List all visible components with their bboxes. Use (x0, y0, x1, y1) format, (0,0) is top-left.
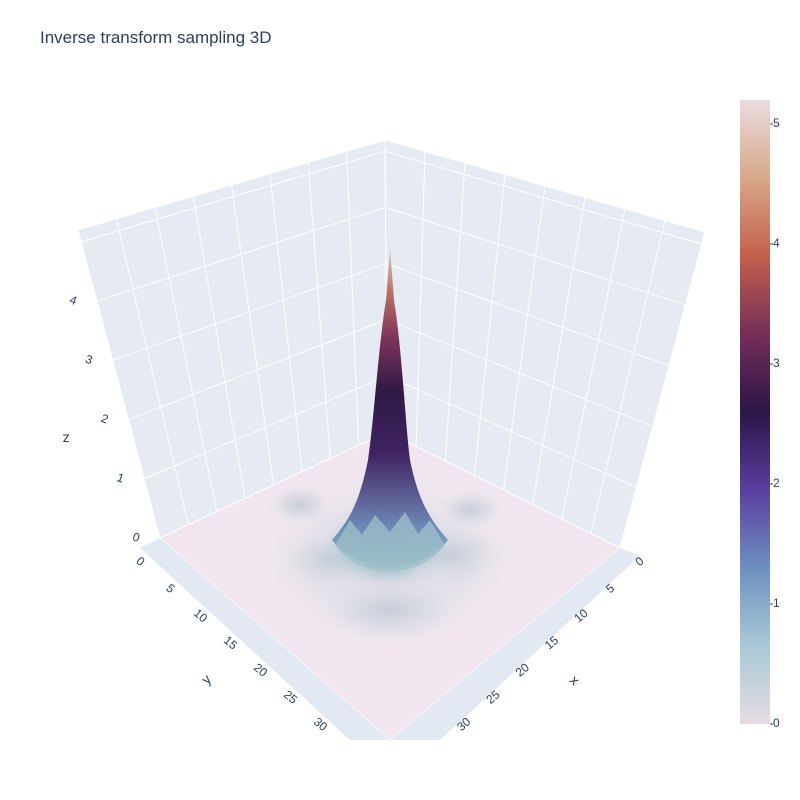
wall-gridlines (81, 150, 702, 534)
colorbar-tick-label: 3 (773, 356, 780, 370)
x-gridline (590, 220, 666, 534)
z-tick-label: 1 (115, 470, 126, 486)
y-gridline (307, 162, 331, 459)
y-tick-label: 0 (133, 554, 147, 569)
colorbar-tick-label: 2 (773, 476, 780, 490)
y-gridline (192, 196, 246, 499)
chart-title: Inverse transform sampling 3D (40, 28, 272, 47)
colorbar-ticks: 0 1 2 3 4 5 (770, 116, 780, 730)
x-gridline (503, 185, 546, 491)
colorbar-tick-label: 4 (773, 236, 780, 250)
z-tick-label: 3 (83, 352, 94, 368)
x-gridline (561, 208, 626, 520)
y-gridline (115, 218, 189, 525)
z-axis-title: z (63, 431, 70, 447)
x-axis-title: x (567, 672, 583, 688)
colorbar-tick-label: 5 (773, 116, 780, 130)
surface-peak-foot (335, 512, 445, 572)
axis-band-left (140, 538, 390, 740)
z-gridline (81, 150, 702, 245)
x-gridline (415, 151, 426, 447)
z-gridline (112, 263, 670, 367)
z-tick-label: 2 (99, 411, 110, 427)
x-gridline (473, 174, 506, 476)
surface-peak (332, 248, 448, 567)
y-axis-title: y (198, 671, 214, 687)
x-gridline (532, 197, 586, 505)
x-gridline (444, 162, 466, 462)
colorbar-tick-label: 0 (773, 716, 780, 730)
y-gridline (346, 151, 360, 446)
y-gridline (154, 207, 218, 512)
colorbar-tick-label: 1 (773, 596, 780, 610)
z-tick-label: 4 (68, 293, 79, 309)
z-tick-label: 0 (131, 530, 142, 546)
y-gridline (231, 184, 274, 486)
colorbar[interactable] (740, 100, 770, 724)
z-axis-ticks: 0 1 2 3 4 (68, 293, 142, 545)
y-tick-label: 5 (163, 581, 177, 596)
y-gridline (269, 173, 303, 472)
z-gridline (96, 206, 686, 306)
axis-band-right (390, 548, 640, 740)
